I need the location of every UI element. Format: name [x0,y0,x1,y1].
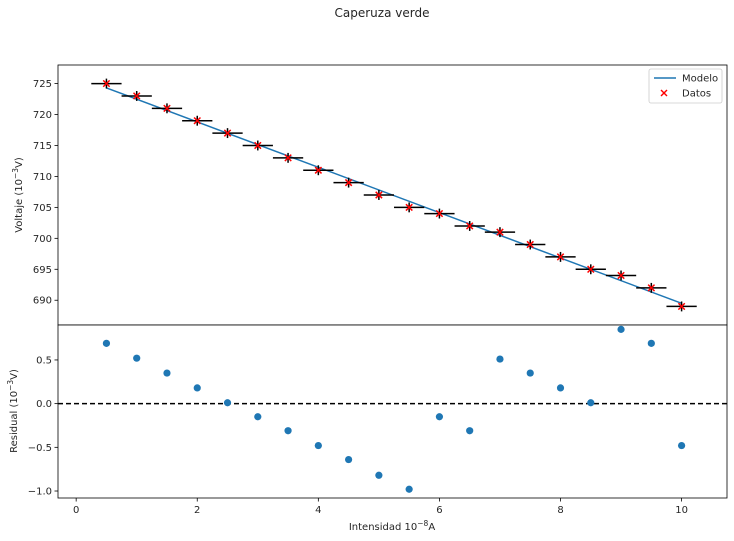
data-point-10 [405,203,413,212]
residual-point-11 [435,413,444,421]
top-y-tick-label-4: 710 [33,172,52,183]
residual-point-15 [556,384,565,392]
residual-point-19 [677,441,686,450]
top-panel: 690 695 700 705 710 715 720 725 Modelo Datos Vo… [11,64,728,329]
data-point-6 [284,154,292,162]
residual-point-0 [102,339,111,347]
data-point-2 [163,104,171,113]
top-y-tick-label-3: 705 [33,203,52,214]
residual-point-14 [526,369,534,377]
top-y-tick-label-2: 700 [33,234,52,245]
data-point-7 [314,166,323,174]
legend-entry-datos: Datos [682,89,711,100]
data-point-1 [132,92,141,100]
residual-point-18 [647,339,655,347]
residual-point-1 [133,354,141,362]
data-point-13 [496,228,504,236]
bottom-x-tick-label-3: 6 [436,505,442,516]
top-y-tick-label-6: 720 [33,110,52,121]
bottom-x-tick-label-0: 0 [73,505,79,516]
data-point-9 [375,191,383,199]
residual-point-5 [254,413,262,421]
data-point-14 [526,240,534,249]
residual-point-13 [496,355,504,363]
residual-point-12 [466,427,474,435]
data-point-19 [677,302,686,311]
residual-point-2 [163,369,171,377]
bottom-y-tick-label-3: −1.0 [28,487,52,498]
top-y-axis-label: Voltaje (10−3V) [11,157,25,233]
bottom-x-tick-label-5: 10 [675,505,688,516]
residual-point-6 [284,427,292,435]
bottom-y-tick-label-2: −0.5 [28,443,52,454]
data-point-16 [587,265,595,274]
data-markers [102,79,686,311]
data-point-3 [193,116,201,125]
bottom-y-tick-label-0: 0.5 [36,355,52,366]
bottom-x-tick-label-4: 8 [557,505,563,516]
data-point-11 [435,209,444,218]
top-y-tick-label-1: 695 [33,265,52,276]
top-y-tick-label-0: 690 [33,296,52,307]
bottom-y-axis-label: Residual (10−3V) [6,369,20,453]
data-point-8 [344,178,353,187]
bottom-panel: 0.50.0−0.5−1.0 0 2 4 6 8 10 Residual (10−3V) … [6,324,728,533]
data-point-4 [223,129,232,137]
bottom-y-ticks: 0.5 0.0 −0.5 −1.0 [28,355,58,498]
legend: Modelo Datos [648,68,723,104]
data-point-5 [254,141,262,150]
data-point-0 [102,79,111,88]
x-axis-label: Intensidad 10−8A [349,519,435,533]
data-point-12 [465,222,474,230]
residual-point-4 [223,399,232,407]
residual-point-8 [345,455,353,464]
residual-point-7 [314,441,322,450]
residual-point-17 [617,325,625,333]
data-point-17 [617,271,625,280]
top-y-tick-label-5: 715 [33,141,52,152]
bottom-x-tick-label-2: 4 [315,505,321,516]
bottom-y-tick-label-1: 0.0 [36,399,52,410]
top-y-tick-label-7: 725 [33,79,52,90]
legend-data-swatch [660,89,668,97]
residual-points [102,325,686,493]
residual-point-9 [375,471,383,479]
legend-entry-model: Modelo [682,74,718,85]
figure-title: Caperuza verde [335,6,430,20]
top-y-ticks: 690 695 700 705 710 715 720 725 [33,79,58,307]
bottom-x-tick-label-1: 2 [194,505,200,516]
bottom-plot-area [58,325,727,498]
residual-point-16 [587,399,595,407]
residual-point-10 [405,485,413,493]
data-point-18 [647,284,656,292]
data-point-15 [556,253,565,261]
bottom-plot-frame [57,324,728,499]
residual-point-3 [193,384,201,392]
bottom-x-ticks: 0 2 4 6 8 10 [73,498,688,516]
